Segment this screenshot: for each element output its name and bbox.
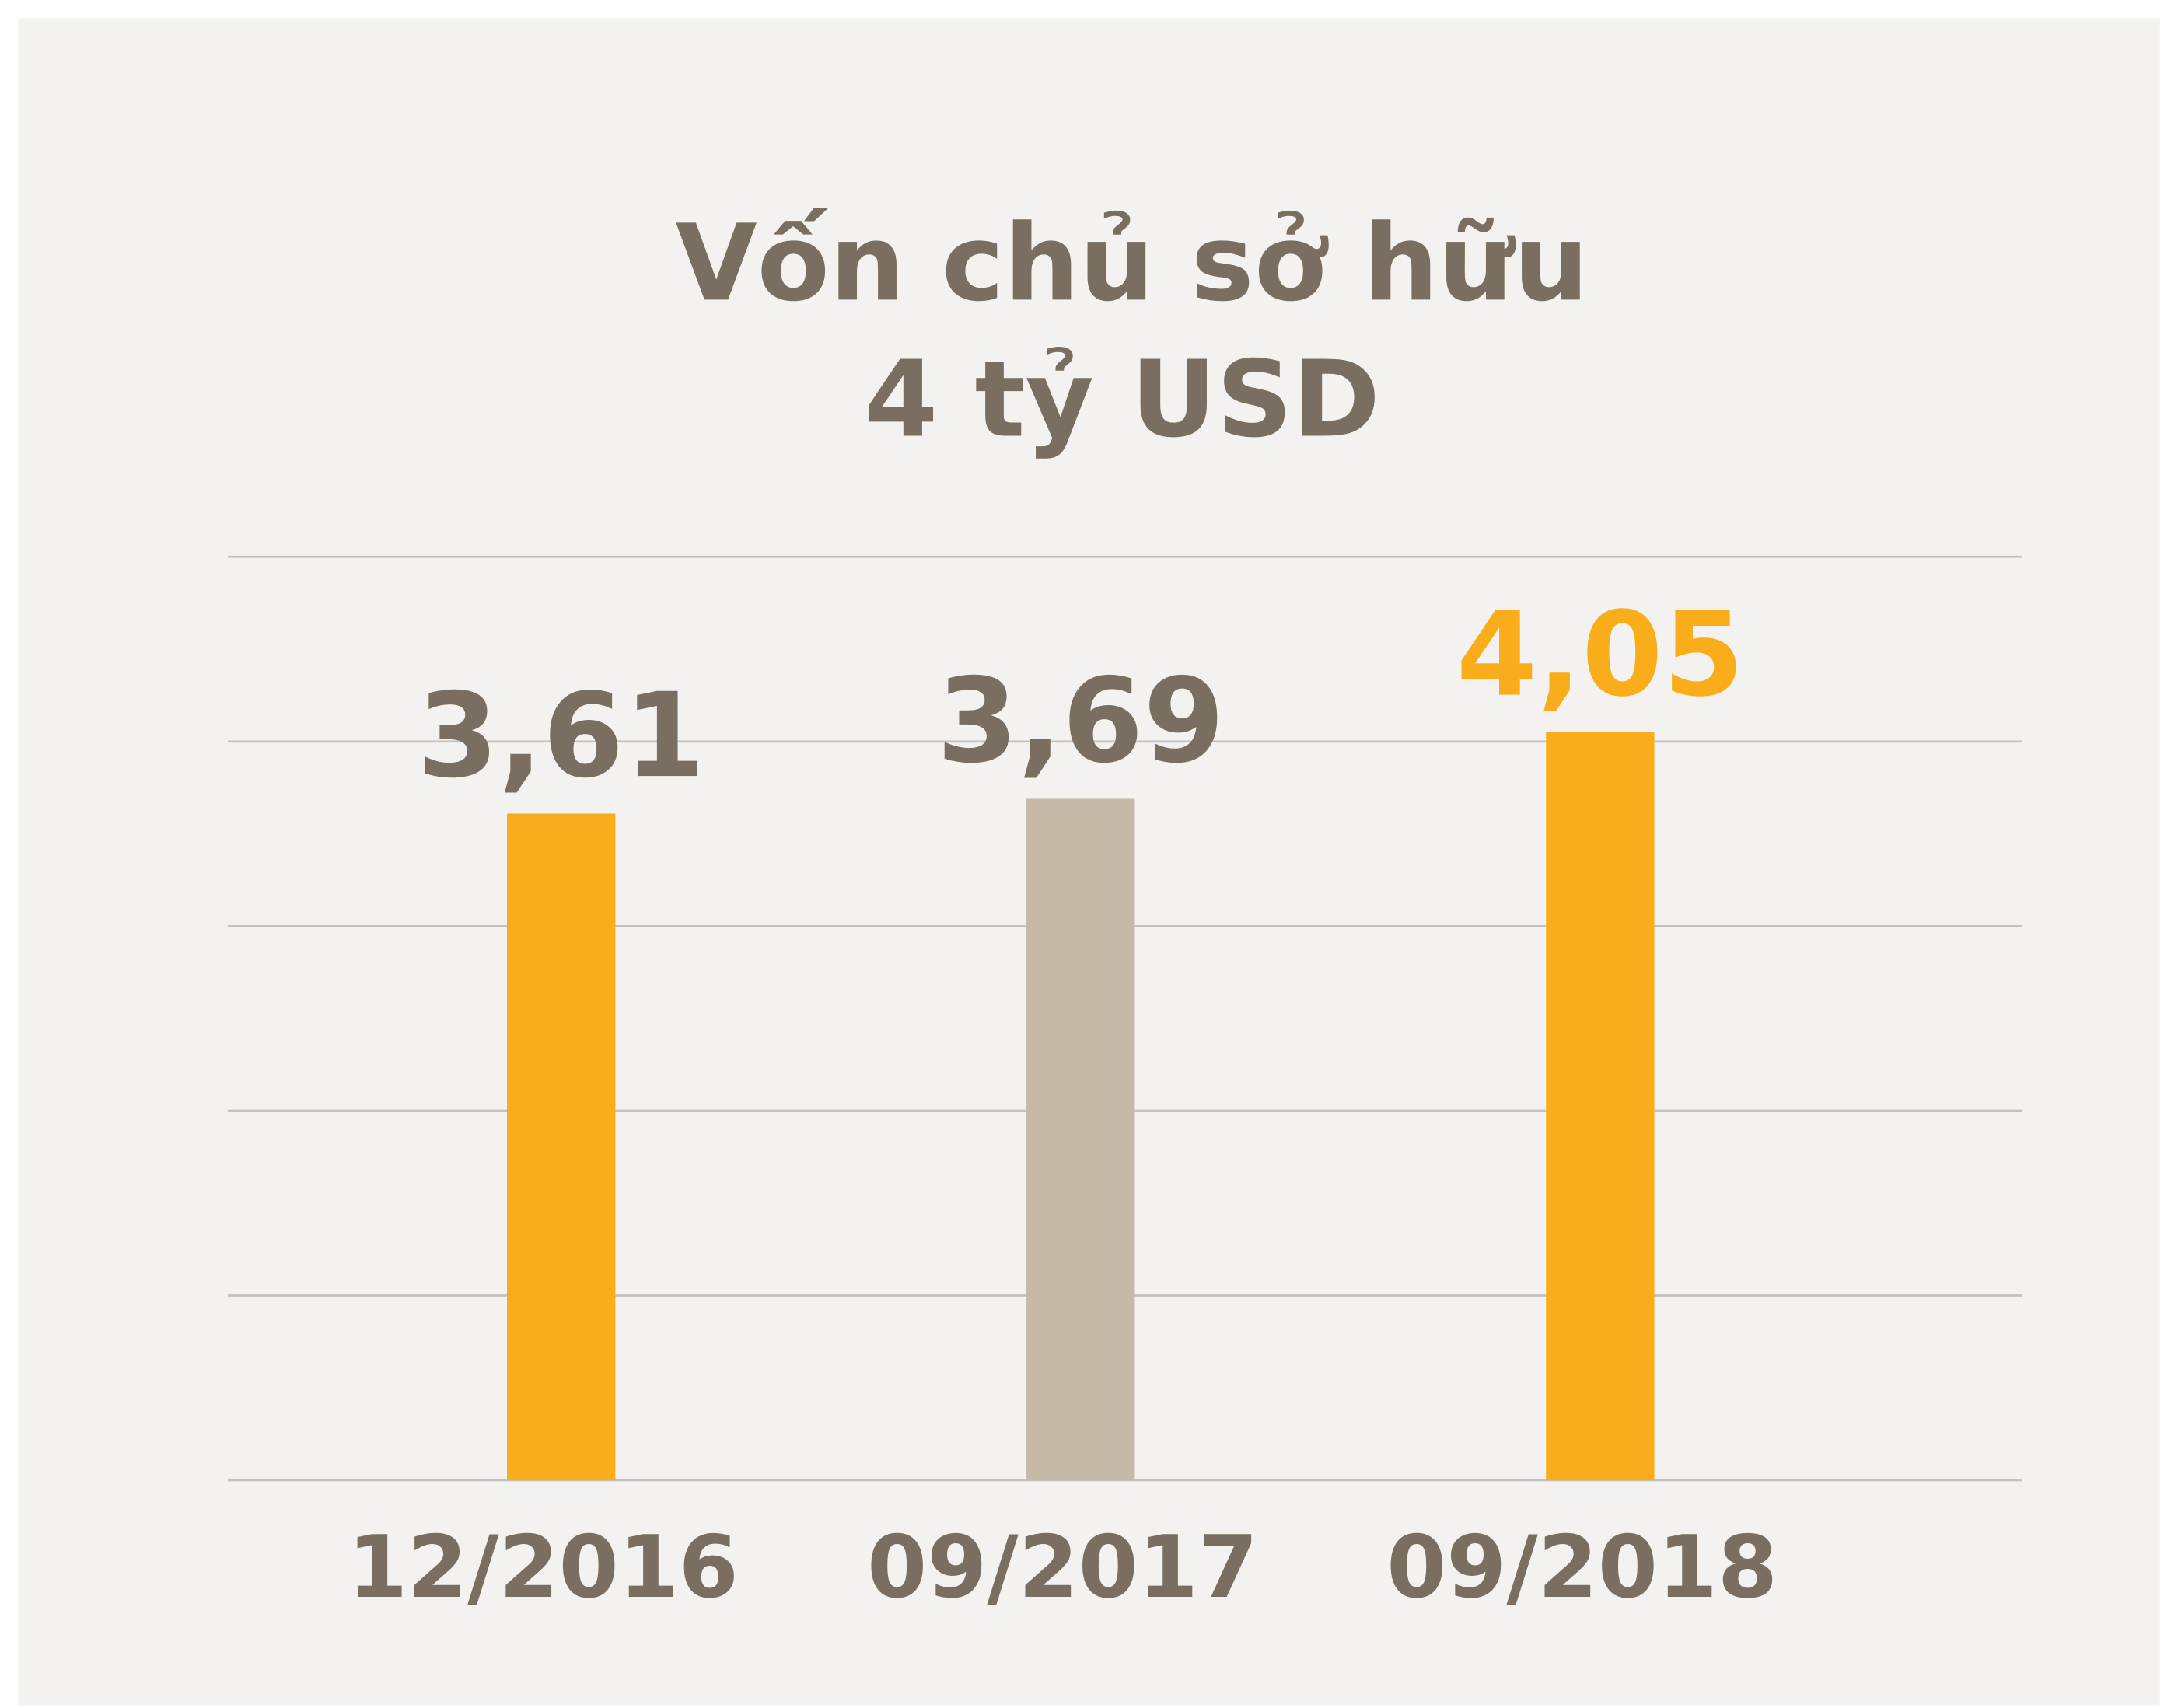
value-label: 3,69	[937, 654, 1225, 789]
bar	[1026, 798, 1135, 1481]
bar	[507, 813, 616, 1481]
bar	[1546, 732, 1655, 1481]
chart-title: Vốn chủ sở hữu	[676, 202, 1589, 325]
value-label: 4,05	[1456, 588, 1744, 723]
chart-subtitle: 4 tỷ USD	[865, 338, 1380, 461]
x-tick-label: 12/2016	[348, 1518, 739, 1618]
x-tick-label: 09/2018	[1386, 1518, 1778, 1618]
value-label: 3,61	[418, 669, 705, 804]
x-tick-label: 09/2017	[867, 1518, 1258, 1618]
